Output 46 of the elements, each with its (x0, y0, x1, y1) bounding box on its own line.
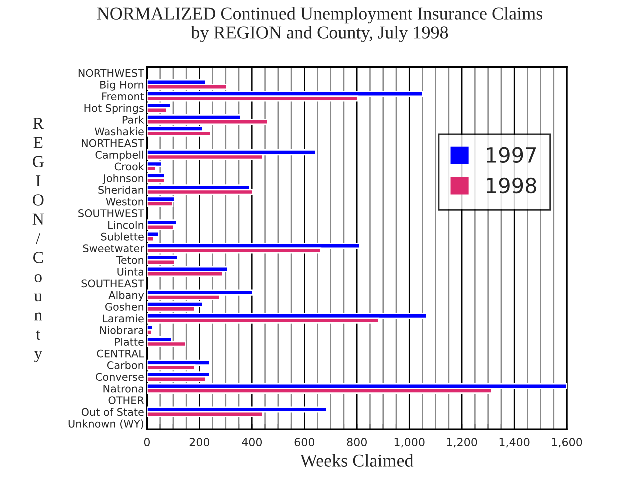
y-tick-label: Campbell (96, 150, 144, 161)
y-tick-label: Sublette (101, 232, 144, 241)
y-tick-label: Big Horn (100, 80, 144, 91)
x-tick-label: 1,200 (447, 438, 478, 448)
bar (147, 200, 174, 208)
legend-label: 1998 (487, 178, 536, 194)
y-tick-label: CENTRAL (97, 350, 144, 358)
y-tick-label: Fremont (102, 92, 144, 101)
y-tick-label: Park (122, 116, 144, 124)
y-tick-label: Unknown (WY) (68, 420, 144, 430)
y-tick-label: Niobrara (100, 326, 144, 334)
x-tick-label: 600 (294, 438, 315, 447)
x-tick-label: 1,600 (552, 438, 582, 448)
y-tick-label: Hot Springs (84, 104, 144, 114)
chart-title: NORMALIZED Continued Unemployment Insurance Claims by REGION and County, July 1998 (97, 7, 542, 43)
y-tick-label: Washakie (95, 128, 144, 136)
x-axis-title: Weeks Claimed (300, 454, 414, 468)
y-tick-label: Laramie (103, 314, 144, 323)
x-tick-label: 800 (347, 438, 367, 447)
y-tick-label: Natrona (104, 385, 144, 393)
y-tick-label: NORTHWEST (78, 69, 144, 78)
y-tick-label: Platte (115, 338, 144, 346)
y-tick-label: NORTHEAST (82, 139, 144, 148)
text: REGION/County (32, 118, 44, 363)
y-tick-label: SOUTHEAST (82, 280, 144, 288)
x-tick-label: 1,400 (500, 438, 530, 448)
y-tick-label: Weston (106, 198, 144, 206)
x-tick-label: 200 (190, 438, 210, 447)
y-tick-label: Teton (116, 256, 144, 264)
legend-label: 1997 (487, 147, 536, 164)
y-tick-label: Johnson (102, 174, 144, 184)
y-tick-label: Sweetwater (83, 244, 144, 253)
y-tick-label: SOUTHWEST (78, 210, 144, 218)
y-tick-label: Albany (108, 291, 144, 302)
x-tick-label: 400 (242, 438, 262, 447)
y-tick-label: Goshen (106, 302, 144, 311)
y-tick-label: Carbon (107, 361, 144, 370)
y-tick-label: OTHER (108, 396, 144, 404)
y-tick-label: Uinta (118, 268, 144, 276)
x-tick-label: 0 (144, 438, 150, 447)
y-tick-label: Sheridan (98, 186, 144, 194)
y-tick-label: Lincoln (108, 221, 144, 230)
x-tick-label: 1,000 (394, 438, 425, 448)
y-tick-label: Crook (114, 162, 144, 171)
y-tick-label: Out of State (82, 408, 144, 416)
y-tick-label: Converse (96, 373, 144, 382)
